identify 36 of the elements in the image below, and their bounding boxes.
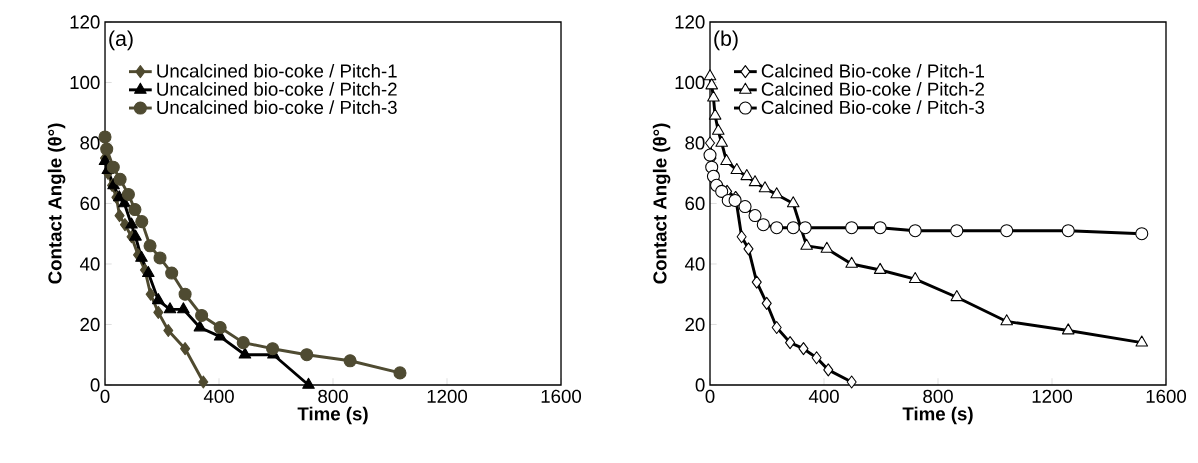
legend-label: Calcined Bio-coke / Pitch-3 <box>761 100 985 114</box>
y-axis-title: Contact Angle (θ°) <box>652 123 671 284</box>
y-tick-label: 20 <box>80 317 100 332</box>
y-tick-label: 80 <box>80 136 100 150</box>
y-tick-label: 20 <box>685 317 705 332</box>
x-tick-label: 400 <box>203 389 234 403</box>
x-axis-title: Time (s) <box>902 406 973 425</box>
legend-label: Uncalcined bio-coke / Pitch-3 <box>157 100 397 114</box>
x-tick-label: 1600 <box>1146 389 1187 403</box>
y-tick-label: 100 <box>70 75 100 90</box>
legend-label: Uncalcined bio-coke / Pitch-1 <box>157 63 397 78</box>
y-tick-label: 80 <box>685 136 705 150</box>
y-tick-label: 0 <box>90 378 100 392</box>
annotation: (a) <box>109 30 133 51</box>
y-axis-title: Contact Angle (θ°) <box>47 123 66 284</box>
x-axis-title: Time (s) <box>297 406 368 425</box>
x-tick-label: 800 <box>923 389 953 403</box>
y-tick-label: 60 <box>685 196 705 211</box>
y-tick-label: 120 <box>70 15 100 29</box>
annotation: (b) <box>714 30 738 51</box>
x-tick-label: 400 <box>808 389 839 403</box>
y-tick-label: 120 <box>675 15 705 29</box>
x-tick-label: 1600 <box>541 389 582 403</box>
x-tick-label: 0 <box>705 389 715 403</box>
x-tick-label: 800 <box>318 389 348 403</box>
x-tick-label: 1200 <box>427 389 468 403</box>
y-tick-label: 40 <box>684 257 705 271</box>
y-tick-label: 100 <box>675 75 705 90</box>
y-tick-label: 60 <box>80 196 100 211</box>
legend-label: Calcined Bio-coke / Pitch-1 <box>761 63 985 78</box>
legend-label: Calcined Bio-coke / Pitch-2 <box>761 82 984 96</box>
x-tick-label: 0 <box>100 389 110 403</box>
y-tick-label: 0 <box>695 378 705 392</box>
x-tick-label: 1200 <box>1032 389 1073 403</box>
legend-label: Uncalcined bio-coke / Pitch-2 <box>157 82 397 96</box>
y-tick-label: 40 <box>79 257 100 271</box>
